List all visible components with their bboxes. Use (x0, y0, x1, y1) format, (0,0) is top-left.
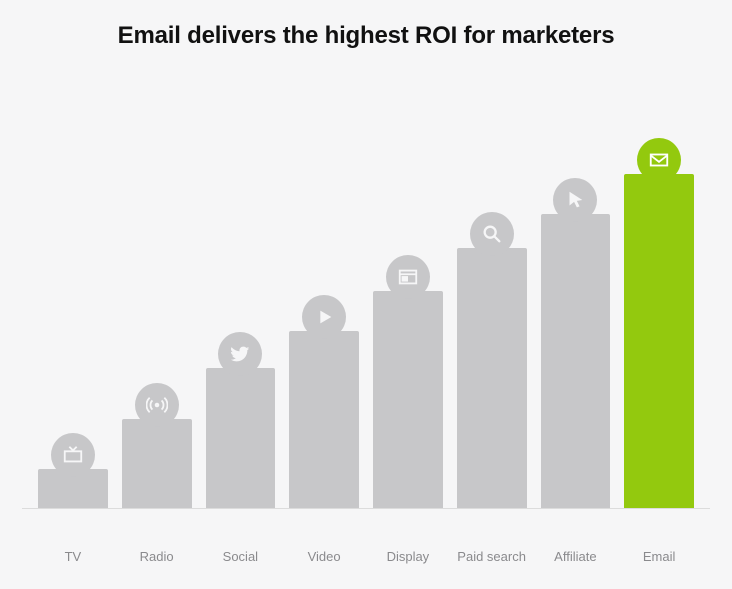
axis-label: Radio (122, 549, 192, 565)
bar-window (373, 255, 443, 509)
label-row: TV Radio Social Video Display Paid search Affi… (22, 549, 710, 565)
bar (541, 214, 611, 509)
bar (206, 368, 276, 509)
bar-mail (624, 138, 694, 509)
bar-tv (38, 433, 108, 509)
axis-label: Paid search (457, 549, 527, 565)
bar (122, 419, 192, 510)
chart-area (22, 90, 710, 509)
bar (373, 291, 443, 509)
bar-broadcast (122, 383, 192, 510)
axis-label: TV (38, 549, 108, 565)
bar-twitter (206, 332, 276, 509)
bar-cursor (541, 178, 611, 509)
broadcast-icon (135, 383, 179, 427)
axis-label: Social (206, 549, 276, 565)
axis-label: Affiliate (541, 549, 611, 565)
axis-label: Email (624, 549, 694, 565)
bar-container (22, 90, 710, 509)
search-icon (470, 212, 514, 256)
bar (457, 248, 527, 509)
tv-icon (51, 433, 95, 477)
bar (624, 174, 694, 509)
mail-icon (637, 138, 681, 182)
bar-search (457, 212, 527, 509)
bar (289, 331, 359, 509)
chart-title: Email delivers the highest ROI for marke… (0, 0, 732, 50)
axis-label: Video (289, 549, 359, 565)
window-icon (386, 255, 430, 299)
axis-label: Display (373, 549, 443, 565)
chart-baseline (22, 508, 710, 509)
bar-play (289, 295, 359, 509)
